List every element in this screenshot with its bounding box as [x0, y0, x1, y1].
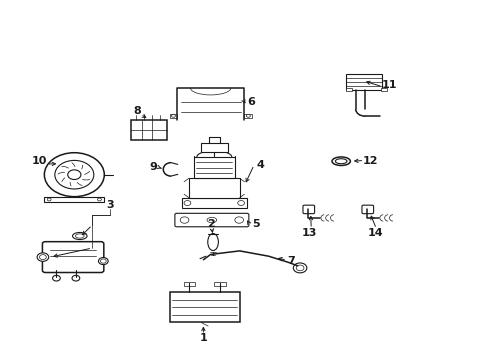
Bar [381, 88, 386, 91]
Circle shape [296, 265, 304, 271]
Bar [188, 178, 239, 198]
Text: 1: 1 [199, 333, 207, 343]
Ellipse shape [75, 234, 84, 238]
Circle shape [55, 161, 94, 189]
Circle shape [47, 198, 51, 201]
Circle shape [293, 263, 306, 273]
Bar [169, 292, 239, 323]
Circle shape [246, 114, 250, 117]
Ellipse shape [72, 233, 87, 239]
Ellipse shape [335, 159, 346, 164]
Circle shape [72, 275, 80, 281]
FancyBboxPatch shape [175, 213, 248, 227]
Text: 9: 9 [149, 162, 157, 172]
Circle shape [171, 114, 175, 117]
Bar [214, 282, 225, 286]
Circle shape [183, 201, 190, 206]
Circle shape [234, 217, 243, 223]
Bar [131, 120, 167, 140]
Text: 12: 12 [362, 156, 377, 166]
Bar [346, 88, 351, 91]
Circle shape [37, 253, 49, 261]
Bar [183, 282, 194, 286]
Circle shape [180, 217, 188, 223]
FancyBboxPatch shape [42, 242, 103, 273]
Text: 14: 14 [366, 228, 382, 238]
Circle shape [68, 170, 81, 180]
Text: 11: 11 [381, 80, 396, 90]
Circle shape [44, 153, 104, 197]
Ellipse shape [206, 217, 216, 223]
Circle shape [97, 198, 101, 201]
Bar [244, 114, 251, 118]
Circle shape [237, 201, 244, 206]
Circle shape [53, 275, 60, 281]
Circle shape [100, 259, 106, 263]
FancyBboxPatch shape [361, 205, 373, 214]
Text: 2: 2 [206, 219, 214, 229]
Text: 5: 5 [252, 219, 260, 229]
Text: 6: 6 [246, 97, 254, 107]
Bar [193, 157, 234, 178]
Text: 10: 10 [31, 156, 47, 166]
Text: 7: 7 [287, 256, 295, 266]
Bar [44, 197, 104, 202]
Bar [169, 114, 177, 118]
Circle shape [98, 257, 108, 265]
Bar [181, 198, 246, 208]
Bar [201, 143, 227, 152]
Ellipse shape [331, 157, 350, 166]
FancyBboxPatch shape [303, 205, 314, 214]
Text: 8: 8 [133, 106, 141, 116]
Text: 4: 4 [256, 160, 264, 170]
Text: 13: 13 [302, 228, 317, 238]
Text: 3: 3 [106, 200, 114, 210]
Ellipse shape [207, 234, 218, 251]
Circle shape [40, 255, 46, 260]
Bar [346, 74, 382, 90]
